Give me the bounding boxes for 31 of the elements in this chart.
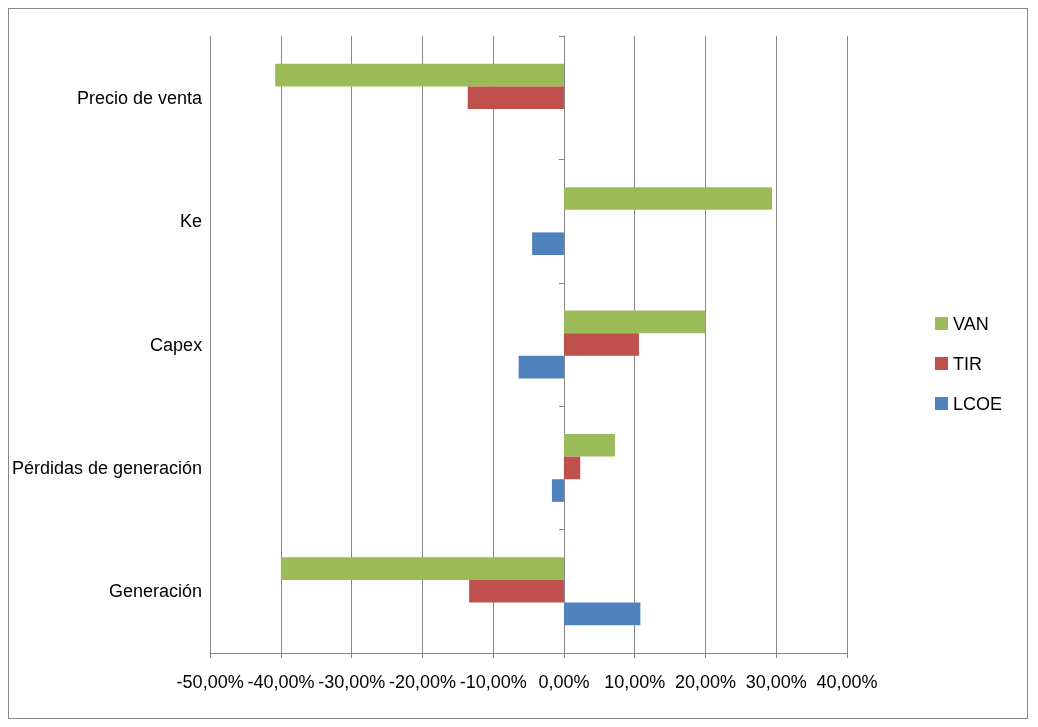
bar [280, 557, 564, 580]
bar [467, 86, 564, 110]
bar [563, 433, 615, 457]
x-tick-label: -40,00% [247, 672, 315, 692]
y-tick-label: Ke [180, 211, 203, 232]
x-tick-label: 20,00% [674, 672, 737, 692]
x-tick-label: -30,00% [318, 672, 386, 692]
y-tick-label: Generación [109, 581, 203, 602]
x-tick-label: 40,00% [816, 672, 878, 692]
x-tick-label: 10,00% [604, 672, 666, 692]
legend-label: LCOE [952, 393, 1003, 414]
bar [518, 355, 564, 379]
y-tick-label: Capex [150, 334, 203, 355]
legend-label: TIR [952, 353, 982, 374]
bar [563, 456, 581, 480]
bar [563, 187, 772, 210]
y-tick-label: Precio de venta [77, 87, 204, 108]
x-tick-label: -10,00% [459, 672, 527, 692]
bar [563, 333, 639, 356]
bar [469, 579, 564, 603]
x-tick-label: 30,00% [745, 672, 807, 692]
bar [551, 479, 564, 502]
y-tick-label: Pérdidas de generación [11, 457, 203, 478]
bar [563, 310, 706, 334]
x-tick-label: -20,00% [388, 672, 456, 692]
legend-label: VAN [952, 313, 989, 334]
x-tick-label: -50,00% [176, 672, 244, 692]
bar [275, 63, 564, 87]
bar [532, 232, 564, 256]
bar [563, 602, 641, 626]
x-tick-label: 0,00% [538, 672, 590, 692]
